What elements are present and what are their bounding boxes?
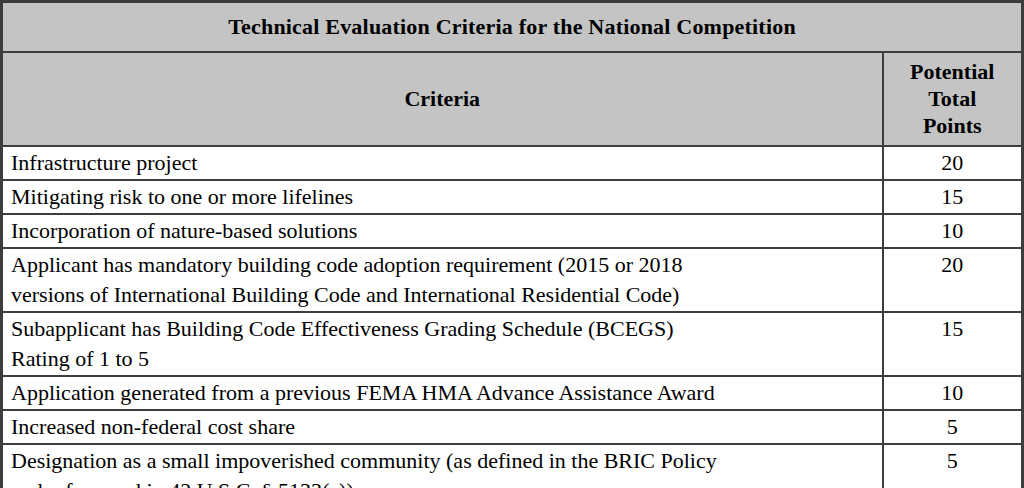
column-header-row: Criteria Potential Total Points bbox=[2, 52, 1023, 146]
table-title: Technical Evaluation Criteria for the Na… bbox=[2, 2, 1023, 52]
criteria-cell: Increased non-federal cost share bbox=[2, 410, 883, 444]
points-cell: 15 bbox=[883, 180, 1023, 214]
points-cell: 5 bbox=[883, 410, 1023, 444]
table-row: Incorporation of nature-based solutions … bbox=[2, 214, 1023, 248]
points-cell: 10 bbox=[883, 376, 1023, 410]
criteria-cell: Applicant has mandatory building code ad… bbox=[2, 248, 883, 312]
criteria-cell: Designation as a small impoverished comm… bbox=[2, 444, 883, 488]
table-row: Infrastructure project 20 bbox=[2, 146, 1023, 180]
table-body: Infrastructure project 20 Mitigating ris… bbox=[2, 146, 1023, 488]
criteria-cell: Mitigating risk to one or more lifelines bbox=[2, 180, 883, 214]
points-cell: 20 bbox=[883, 248, 1023, 312]
table-row: Designation as a small impoverished comm… bbox=[2, 444, 1023, 488]
points-cell: 20 bbox=[883, 146, 1023, 180]
criteria-cell: Incorporation of nature-based solutions bbox=[2, 214, 883, 248]
evaluation-criteria-table: Technical Evaluation Criteria for the Na… bbox=[0, 0, 1024, 488]
points-cell: 15 bbox=[883, 312, 1023, 376]
table-row: Application generated from a previous FE… bbox=[2, 376, 1023, 410]
points-cell: 10 bbox=[883, 214, 1023, 248]
table-title-row: Technical Evaluation Criteria for the Na… bbox=[2, 2, 1023, 52]
column-header-points: Potential Total Points bbox=[883, 52, 1023, 146]
table-row: Applicant has mandatory building code ad… bbox=[2, 248, 1023, 312]
criteria-cell: Subapplicant has Building Code Effective… bbox=[2, 312, 883, 376]
criteria-cell: Infrastructure project bbox=[2, 146, 883, 180]
criteria-cell: Application generated from a previous FE… bbox=[2, 376, 883, 410]
column-header-criteria: Criteria bbox=[2, 52, 883, 146]
table-row: Increased non-federal cost share 5 bbox=[2, 410, 1023, 444]
points-cell: 5 bbox=[883, 444, 1023, 488]
table-row: Mitigating risk to one or more lifelines… bbox=[2, 180, 1023, 214]
table-row: Subapplicant has Building Code Effective… bbox=[2, 312, 1023, 376]
